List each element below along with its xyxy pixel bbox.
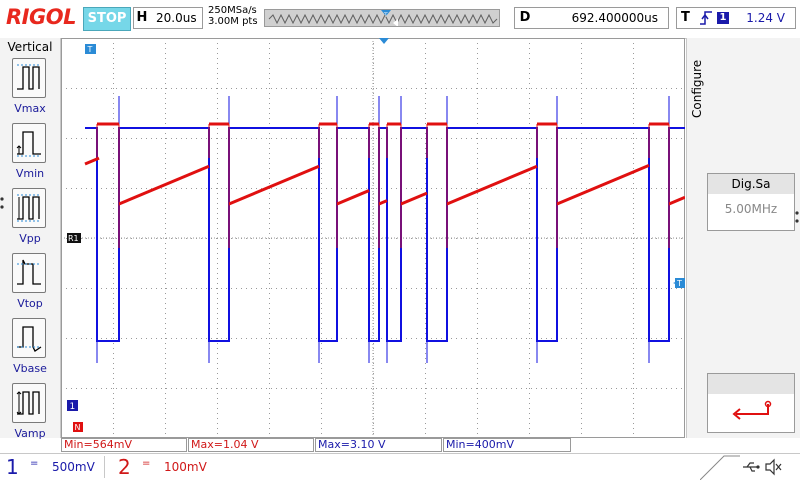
ch1-number: 1 (6, 455, 19, 479)
trigger-status[interactable]: T 1 1.24 V (676, 7, 796, 29)
ch2-ground-marker: N (73, 422, 83, 432)
right-softkey-menu: Configure Dig.Sa 5.00MHz (686, 38, 800, 438)
vmin-icon (12, 123, 46, 163)
waveform-display[interactable]: 1 R1 N T T (61, 38, 686, 438)
svg-text:T: T (87, 45, 93, 54)
waveform-overview-icon: T (265, 10, 499, 26)
measure-vpp[interactable]: Vpp (12, 188, 48, 248)
sample-rate: 250MSa/s (208, 5, 257, 16)
vbase-icon (12, 318, 46, 358)
ch1-trace (85, 127, 685, 342)
ch2-ramp (84, 156, 100, 166)
ch2-scale: 100mV (164, 460, 207, 474)
delay-offset[interactable]: D 692.400000us (514, 7, 669, 29)
trigger-level-marker: T (673, 278, 685, 288)
vertical-measure-menu: Vertical Vmax Vmin Vpp Vtop Vbase V (0, 38, 61, 440)
vtop-icon (12, 253, 46, 293)
vmax-label: Vmax (14, 102, 46, 115)
vamp-label: Vamp (14, 427, 46, 440)
vmax-icon (12, 58, 46, 98)
waveform-memory-bar[interactable]: T (264, 9, 500, 27)
center-time-marker (379, 38, 389, 44)
menu-title: Vertical (7, 40, 53, 54)
speaker-muted-icon[interactable] (764, 458, 782, 476)
channel-status-bar: 1 = 500mV 2 = 100mV (0, 453, 800, 481)
svg-text:1: 1 (70, 402, 76, 412)
vtop-label: Vtop (17, 297, 43, 310)
corner-tab-icon (700, 455, 740, 480)
ch2-ramp (400, 191, 428, 206)
grid-border (61, 38, 685, 438)
channel-2-status[interactable]: 2 = 100mV (112, 456, 216, 478)
usb-icon (743, 462, 760, 472)
ch2-ramp (228, 164, 320, 206)
knob-dots-icon (795, 211, 799, 223)
vpp-label: Vpp (19, 232, 41, 245)
rigol-logo: RIGOL (6, 5, 76, 29)
measure-vamp[interactable]: Vamp (12, 383, 48, 443)
vpp-icon (12, 188, 46, 228)
top-status-bar: RIGOL STOP H 20.0us 250MSa/s 3.00M pts T… (0, 0, 800, 39)
vbase-label: Vbase (13, 362, 47, 375)
ch2-ramp (118, 164, 210, 206)
delay-value: 692.400000us (571, 11, 658, 25)
measure-vtop[interactable]: Vtop (12, 253, 48, 313)
measure-vmin[interactable]: Vmin (12, 123, 48, 183)
horizontal-timebase[interactable]: H 20.0us (133, 7, 203, 29)
ch2-ramp (378, 199, 388, 206)
measure-readout-1[interactable]: Min=564mV (61, 438, 187, 452)
return-button[interactable] (707, 373, 795, 433)
svg-text:T: T (676, 279, 682, 288)
trigger-position-marker: T (85, 44, 96, 54)
svg-text:T: T (383, 12, 388, 19)
ch2-ramp (446, 164, 538, 206)
vmin-label: Vmin (15, 167, 45, 180)
vamp-icon (12, 383, 46, 423)
ch2-ramp (668, 195, 686, 206)
svg-text:N: N (75, 423, 81, 432)
rising-edge-icon (700, 11, 712, 25)
ch1-coupling: = (30, 458, 39, 469)
dig-sa-value: 5.00MHz (724, 202, 778, 216)
configure-tab[interactable]: Configure (687, 48, 707, 148)
ch2-ramp (336, 189, 370, 206)
waveform-canvas: 1 R1 N T T (61, 38, 686, 438)
trigger-source-badge: 1 (717, 12, 729, 24)
scroll-dots-icon (0, 197, 4, 209)
measure-readout-2[interactable]: Max=1.04 V (188, 438, 314, 452)
delay-key: D (519, 10, 531, 25)
ch1-ground-marker: 1 (67, 400, 78, 412)
horizontal-key: H (136, 10, 148, 25)
timebase-value: 20.0us (156, 11, 197, 25)
measure-vmax[interactable]: Vmax (12, 58, 48, 118)
trigger-key: T (681, 10, 690, 25)
channel-1-status[interactable]: 1 = 500mV (0, 456, 105, 478)
svg-text:R1: R1 (68, 234, 79, 243)
measure-readout-3[interactable]: Max=3.10 V (315, 438, 442, 452)
return-arrow-icon (732, 400, 772, 420)
dig-sa-title: Dig.Sa (708, 174, 794, 194)
trigger-level: 1.24 V (746, 11, 785, 25)
dig-sa-softkey[interactable]: Dig.Sa 5.00MHz (707, 173, 795, 231)
ch2-ramp (556, 163, 650, 206)
measure-readout-4[interactable]: Min=400mV (443, 438, 571, 452)
ch1-scale: 500mV (52, 460, 95, 474)
measure-vbase[interactable]: Vbase (12, 318, 48, 378)
ch2-coupling: = (142, 458, 151, 469)
ref-r1-marker: R1 (67, 233, 81, 243)
ch2-number: 2 (118, 455, 131, 479)
acquisition-info: 250MSa/s 3.00M pts (208, 5, 258, 27)
memory-depth: 3.00M pts (208, 16, 258, 27)
svg-text:Configure: Configure (690, 60, 704, 118)
run-stop-indicator[interactable]: STOP (83, 7, 131, 31)
